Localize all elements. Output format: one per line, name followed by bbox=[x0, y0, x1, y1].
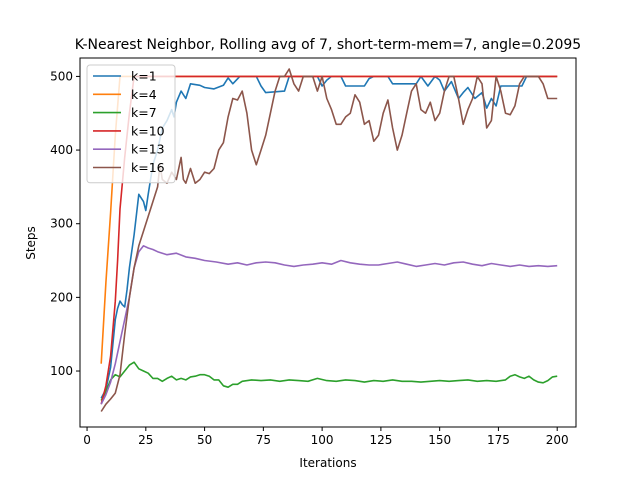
legend: k=1 k=4 k=7 k=10 k=13 k=16 bbox=[86, 64, 176, 184]
y-tick-label: 500 bbox=[50, 69, 73, 83]
x-tick-label: 0 bbox=[83, 433, 91, 447]
x-tick-label: 25 bbox=[138, 433, 153, 447]
legend-label: k=1 bbox=[131, 69, 157, 84]
axes-frame bbox=[79, 57, 577, 428]
legend-label: k=10 bbox=[131, 123, 165, 138]
series-line-k-7 bbox=[100, 361, 558, 401]
legend-label: k=4 bbox=[131, 87, 157, 102]
x-tick-label: 50 bbox=[197, 433, 212, 447]
x-tick-label: 75 bbox=[256, 433, 271, 447]
x-tick-label: 150 bbox=[428, 433, 451, 447]
legend-label: k=7 bbox=[131, 105, 157, 120]
legend-label: k=16 bbox=[131, 160, 165, 175]
y-tick-label: 400 bbox=[50, 143, 73, 157]
y-tick-label: 100 bbox=[50, 364, 73, 378]
x-tick-label: 100 bbox=[311, 433, 334, 447]
x-axis: 0 25 50 75 100 125 150 175 200 bbox=[83, 427, 569, 447]
y-axis-label: Steps bbox=[24, 226, 38, 260]
series-line-k-13 bbox=[100, 245, 558, 405]
chart-title: K-Nearest Neighbor, Rolling avg of 7, sh… bbox=[75, 37, 581, 53]
x-tick-label: 200 bbox=[546, 433, 569, 447]
y-tick-label: 300 bbox=[50, 217, 73, 231]
x-tick-label: 125 bbox=[369, 433, 392, 447]
x-tick-label: 175 bbox=[487, 433, 510, 447]
series-group bbox=[100, 68, 558, 412]
y-tick-label: 200 bbox=[50, 290, 73, 304]
legend-label: k=13 bbox=[131, 142, 165, 157]
plot-area bbox=[79, 57, 577, 428]
y-axis: 100 200 300 400 500 bbox=[50, 69, 80, 378]
x-axis-label: Iterations bbox=[299, 456, 356, 470]
